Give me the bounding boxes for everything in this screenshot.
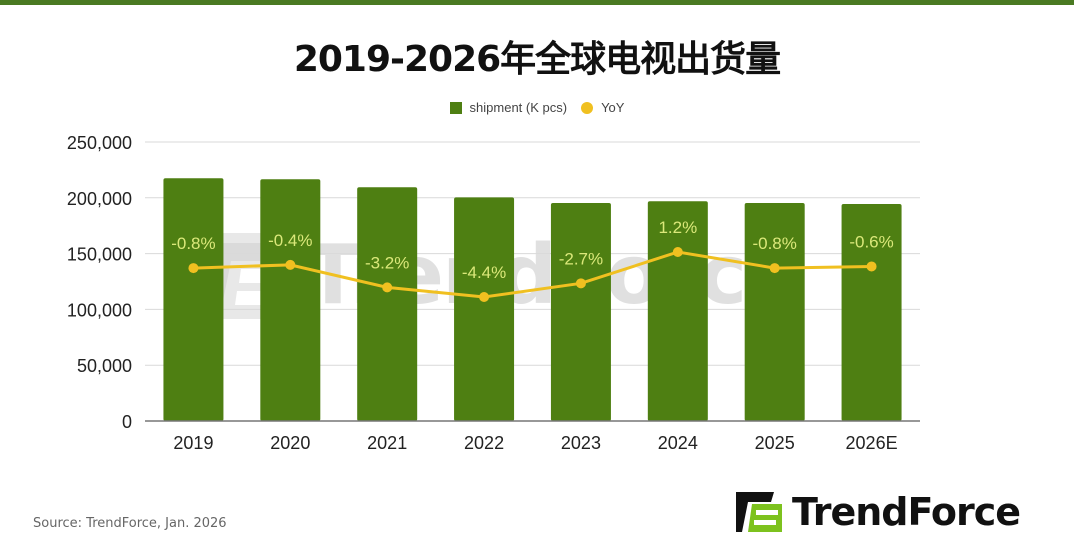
y-tick-label: 150,000	[67, 245, 132, 265]
bar-2025	[744, 203, 805, 421]
yoy-point	[188, 263, 199, 274]
yoy-point	[866, 261, 877, 272]
yoy-line	[193, 250, 872, 299]
yoy-point	[382, 282, 393, 293]
yoy-data-label: -3.2%	[365, 253, 409, 272]
trendforce-logo: TrendForce	[734, 490, 1021, 534]
legend-label-yoy: YoY	[601, 100, 625, 115]
y-tick-label: 200,000	[67, 189, 132, 209]
y-tick-label: 100,000	[67, 300, 132, 320]
x-tick-label: 2022	[464, 433, 504, 453]
yoy-data-label: -0.6%	[849, 232, 893, 251]
legend-label-shipment: shipment (K pcs)	[469, 100, 568, 115]
logo-text: TrendForce	[792, 490, 1021, 534]
y-tick-label: 50,000	[77, 356, 132, 376]
yoy-point	[769, 263, 780, 274]
x-tick-label: 2024	[658, 433, 698, 453]
bar-2023	[550, 203, 611, 421]
bar-2019	[163, 178, 224, 421]
x-tick-label: 2019	[173, 433, 213, 453]
yoy-data-label: -0.4%	[268, 231, 312, 250]
chart-legend: shipment (K pcs) YoY	[0, 100, 1074, 115]
legend-item-shipment: shipment (K pcs)	[449, 100, 568, 115]
yoy-point	[479, 292, 490, 302]
yoy-data-label: -0.8%	[171, 234, 215, 253]
yoy-point	[575, 278, 586, 289]
x-tick-label: 2025	[755, 433, 795, 453]
yoy-data-label: -2.7%	[559, 249, 603, 268]
yoy-data-label: -4.4%	[462, 263, 506, 282]
trendforce-logo-icon	[736, 492, 782, 532]
bar-2021	[357, 187, 418, 421]
yoy-data-label: 1.2%	[658, 218, 697, 237]
yoy-point	[672, 247, 683, 257]
bar-2022	[454, 197, 515, 421]
legend-item-yoy: YoY	[581, 100, 624, 115]
y-tick-label: 0	[122, 412, 132, 432]
y-tick-label: 250,000	[67, 133, 132, 153]
source-note: Source: TrendForce, Jan. 2026	[33, 516, 227, 531]
x-tick-label: 2020	[270, 433, 310, 453]
bar-2026E	[841, 204, 902, 421]
legend-square-icon	[449, 101, 462, 114]
x-tick-label: 2021	[367, 433, 407, 453]
x-tick-label: 2023	[561, 433, 601, 453]
top-accent-bar	[0, 0, 1074, 5]
yoy-data-label: -0.8%	[752, 234, 796, 253]
chart-title: 2019-2026年全球电视出货量	[293, 39, 781, 80]
legend-dot-icon	[581, 101, 594, 114]
bar-2020	[260, 179, 321, 421]
x-tick-label: 2026E	[846, 433, 898, 453]
yoy-point	[285, 259, 296, 270]
